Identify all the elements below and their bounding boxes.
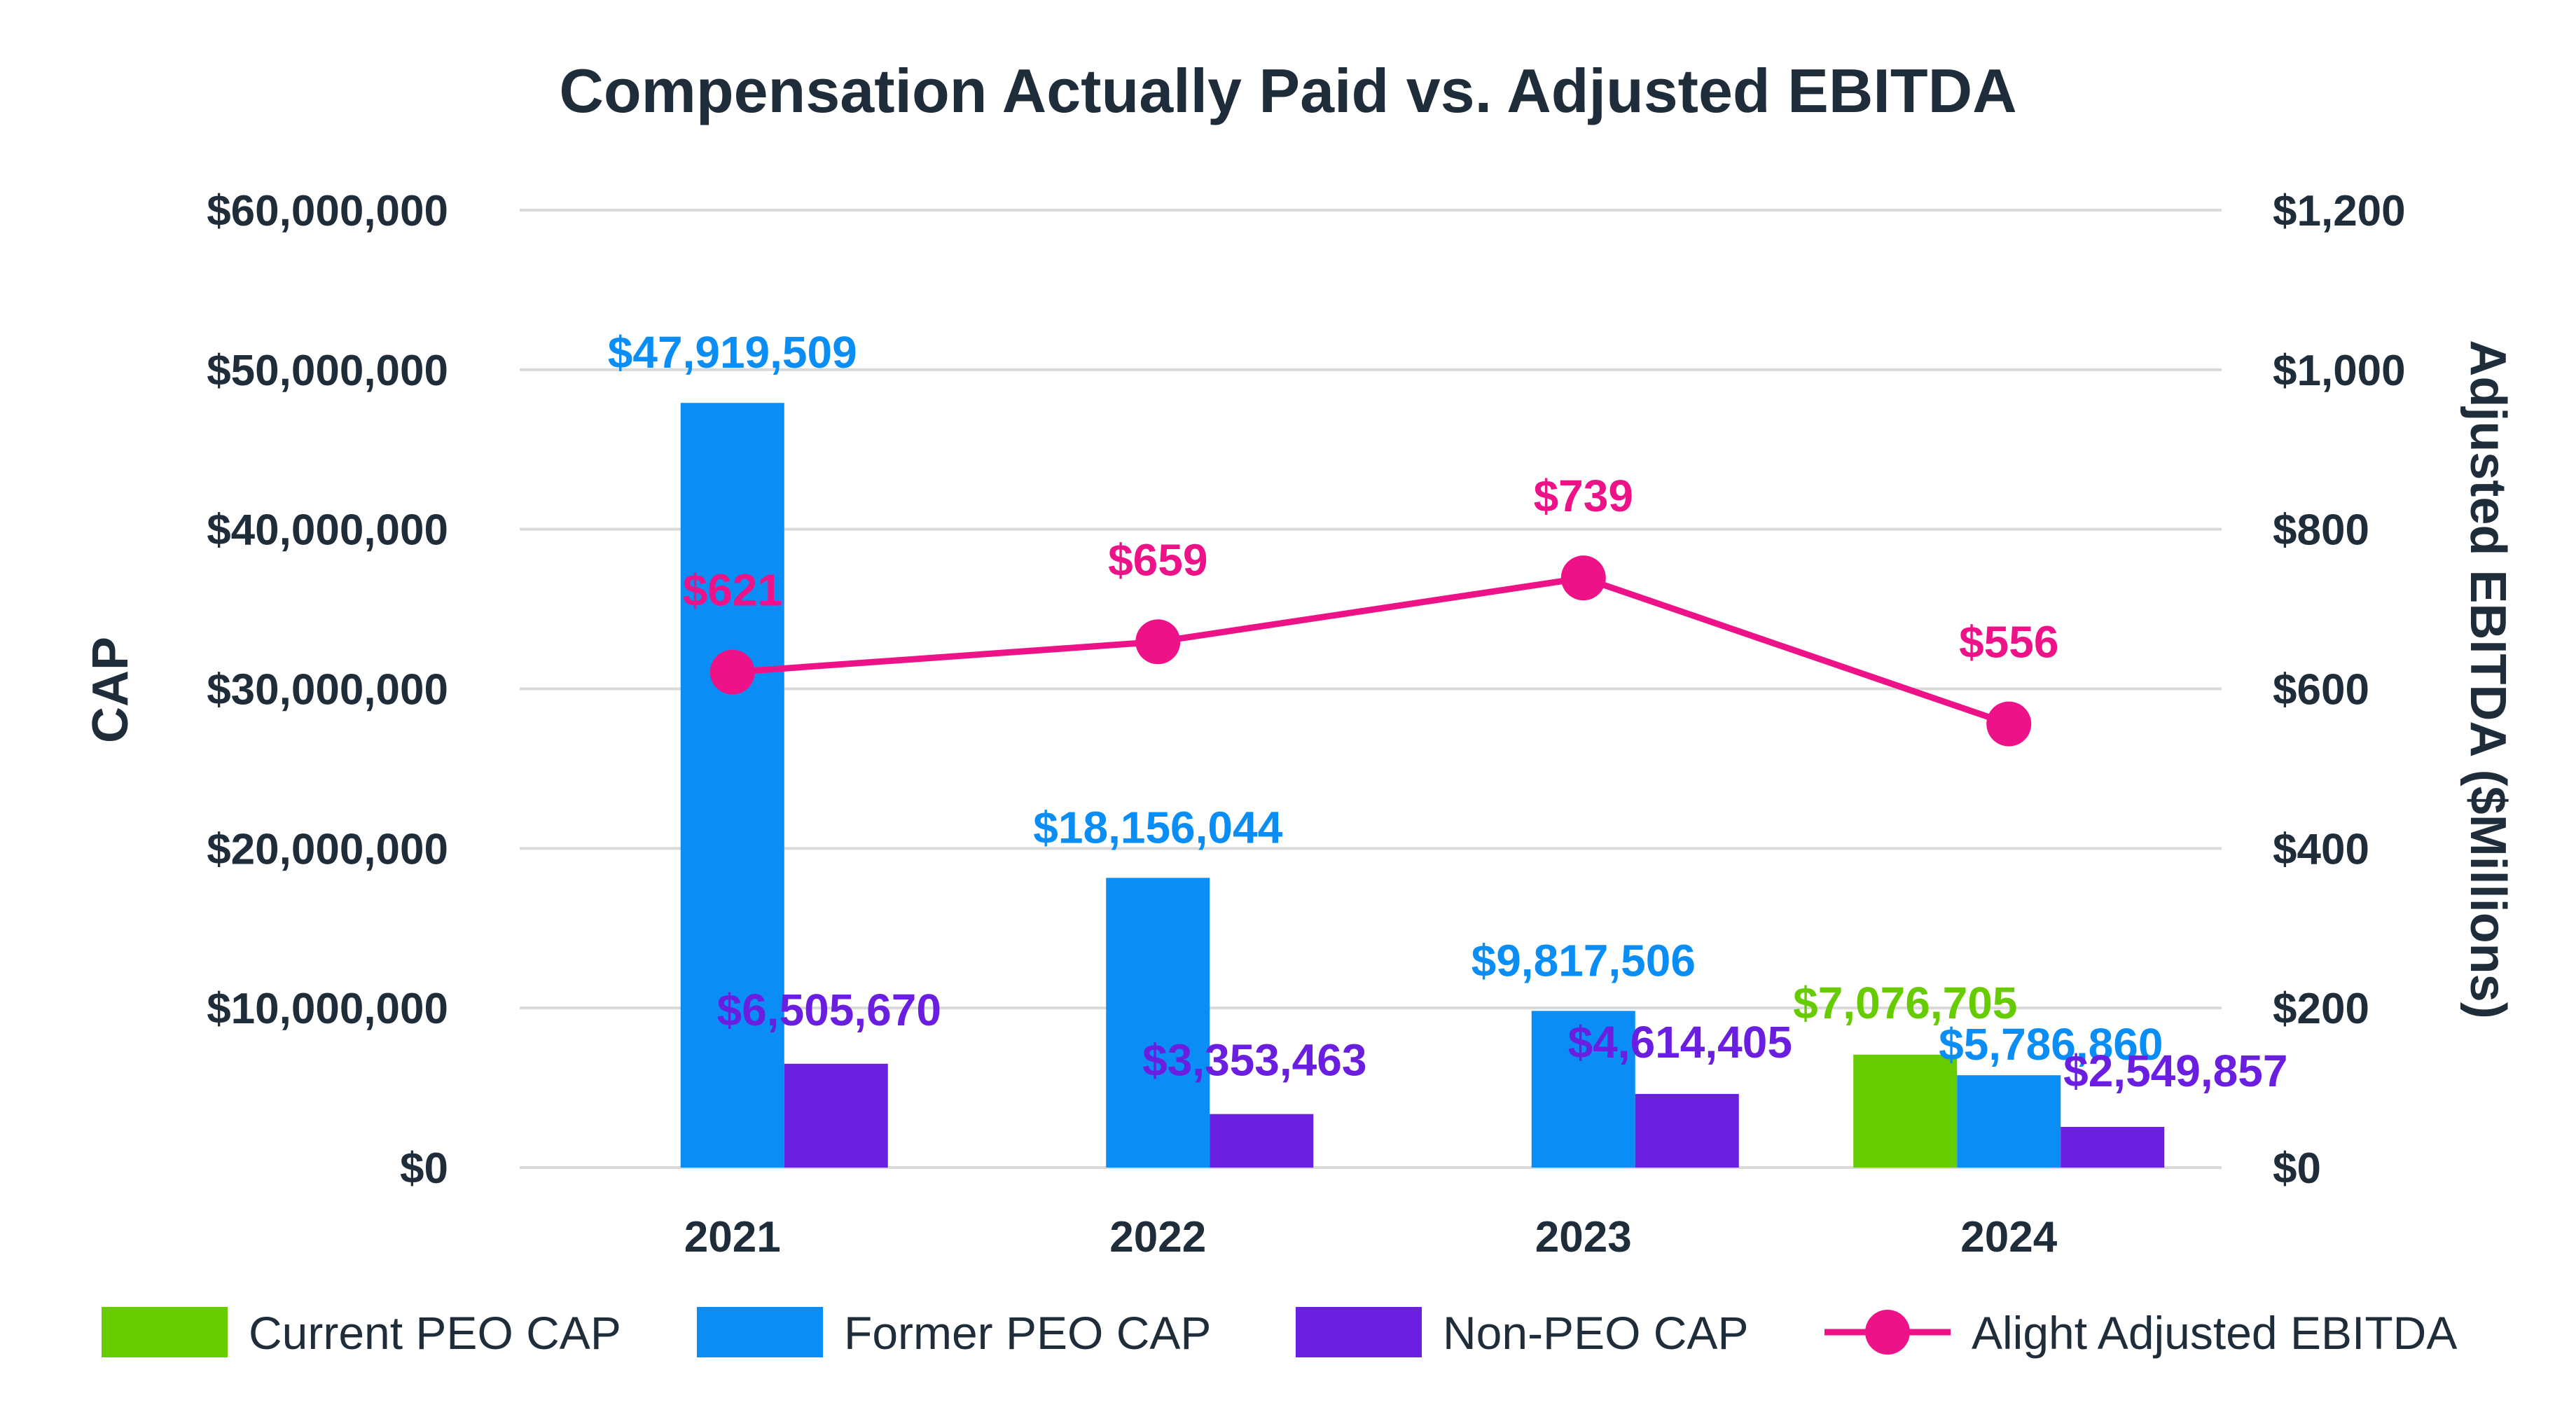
ebitda-point (1135, 619, 1181, 665)
non-peo-cap-bar (2061, 1126, 2165, 1168)
y2-tick-label: $600 (2273, 666, 2369, 714)
former-peo-cap-data-label: $5,786,860 (1939, 1019, 2163, 1070)
ebitda-data-label: $739 (1534, 471, 1633, 521)
former-peo-cap-data-label: $18,156,044 (1033, 802, 1282, 852)
y2-tick-label: $0 (2273, 1144, 2321, 1193)
y2-tick-label: $800 (2273, 506, 2369, 555)
non-peo-cap-data-label: $3,353,463 (1142, 1035, 1366, 1086)
non-peo-cap-data-label: $4,614,405 (1568, 1017, 1792, 1067)
ebitda-point (1986, 701, 2032, 747)
y-tick-label: $50,000,000 (207, 347, 448, 395)
ebitda-line-path (732, 574, 2010, 727)
non-peo-cap-legend-swatch (1296, 1307, 1422, 1357)
y-tick-label: $60,000,000 (207, 187, 448, 235)
ebitda-data-label: $659 (1108, 534, 1207, 585)
x-tick-label: 2024 (1960, 1213, 2057, 1261)
non-peo-cap-bar (1210, 1114, 1314, 1168)
legend-label: Current PEO CAP (249, 1307, 621, 1359)
ebitda-legend-marker (1865, 1310, 1910, 1355)
right-axis-ticks: $0 $200 $400 $600 $800 $1,000 $1,200 (2273, 187, 2406, 1193)
y2-tick-label: $1,200 (2273, 187, 2406, 235)
data-labels: $7,076,705 $47,919,509 $18,156,044 $9,817,5… (608, 327, 2288, 1096)
gridlines (520, 209, 2222, 1169)
former-peo-cap-bar (680, 403, 784, 1168)
legend-label: Non-PEO CAP (1443, 1307, 1748, 1359)
ebitda-data-label: $621 (683, 565, 782, 616)
y-axis-label: CAP (83, 637, 139, 743)
ebitda-data-label: $556 (1959, 617, 2058, 667)
non-peo-cap-bar (784, 1063, 888, 1168)
non-peo-cap-data-label: $2,549,857 (2063, 1046, 2287, 1096)
bars (680, 403, 2165, 1168)
former-peo-cap-data-label: $47,919,509 (608, 327, 857, 378)
current-peo-cap-data-label: $7,076,705 (1793, 978, 2017, 1028)
non-peo-cap-data-label: $6,505,670 (717, 985, 941, 1035)
former-peo-cap-bar (1531, 1011, 1635, 1168)
former-peo-cap-bar (1106, 878, 1210, 1168)
y-tick-label: $0 (400, 1144, 448, 1193)
y2-axis-label: Adjusted EBITDA ($Millions) (2460, 340, 2516, 1018)
x-tick-label: 2022 (1109, 1213, 1206, 1261)
y2-tick-label: $400 (2273, 825, 2369, 873)
x-tick-label: 2023 (1535, 1213, 1632, 1261)
former-peo-cap-legend-swatch (697, 1307, 823, 1357)
x-axis-ticks: 2021 2022 2023 2024 (684, 1213, 2058, 1261)
chart-title: Compensation Actually Paid vs. Adjusted … (559, 56, 2016, 125)
legend-label: Former PEO CAP (844, 1307, 1211, 1359)
ebitda-point (1560, 555, 1606, 601)
former-peo-cap-data-label: $9,817,506 (1471, 935, 1696, 985)
legend-label: Alight Adjusted EBITDA (1972, 1307, 2457, 1359)
ebitda-line (709, 555, 2032, 747)
former-peo-cap-bar (1957, 1075, 2061, 1168)
legend: Current PEO CAP Former PEO CAP Non-PEO CAP… (102, 1307, 2457, 1359)
ebitda-point (709, 649, 755, 695)
y-tick-label: $40,000,000 (207, 506, 448, 555)
y-tick-label: $10,000,000 (207, 985, 448, 1033)
y-tick-label: $20,000,000 (207, 825, 448, 873)
y2-tick-label: $200 (2273, 985, 2369, 1033)
y-tick-label: $30,000,000 (207, 666, 448, 714)
current-peo-cap-legend-swatch (102, 1307, 228, 1357)
current-peo-cap-bar (1853, 1054, 1958, 1168)
x-tick-label: 2021 (684, 1213, 781, 1261)
non-peo-cap-bar (1635, 1093, 1739, 1168)
y2-tick-label: $1,000 (2273, 347, 2406, 395)
left-axis-ticks: $0 $10,000,000 $20,000,000 $30,000,000 $40,0… (207, 187, 448, 1193)
